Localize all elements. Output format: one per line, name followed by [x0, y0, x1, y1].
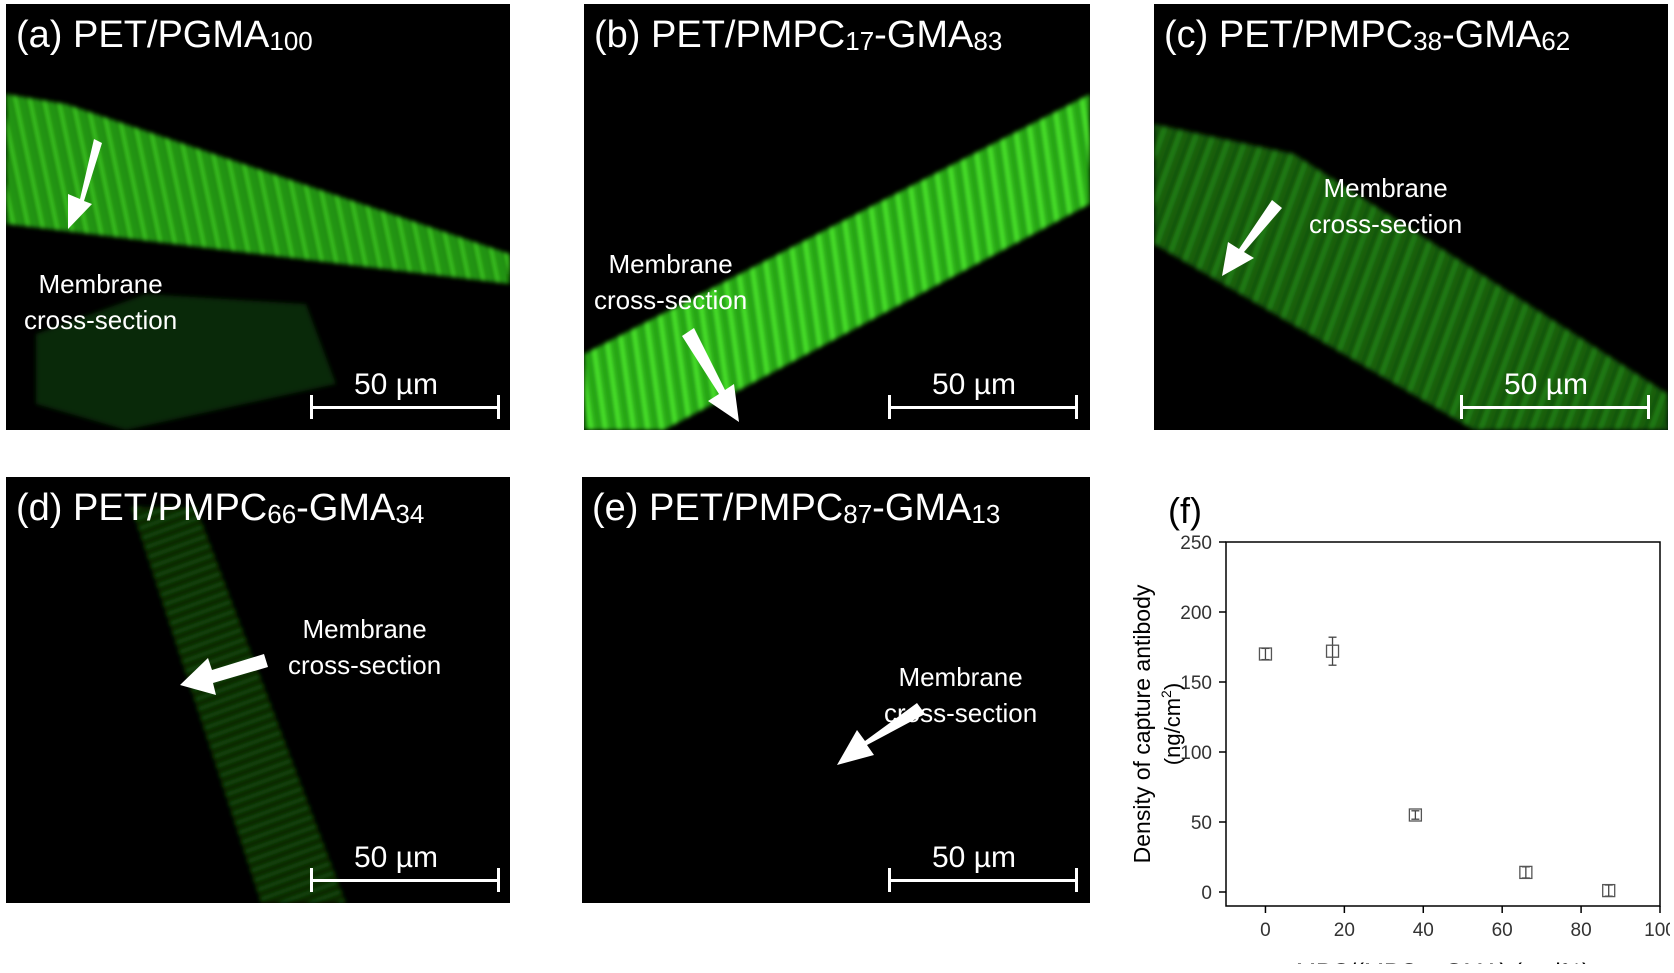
membrane-fluorescence-a	[6, 94, 510, 430]
scale-bar-tick	[1647, 395, 1650, 419]
membrane-fluorescence-b	[584, 94, 1090, 430]
y-axis-label: Density of capture antibody (ng/cm2)	[1130, 584, 1185, 863]
y-tick-label: 200	[1180, 603, 1212, 624]
scale-bar-label: 50 µm	[932, 368, 1016, 401]
scale-bar-tick	[497, 868, 500, 892]
scale-bar-label: 50 µm	[354, 841, 438, 874]
scale-bar	[888, 406, 1078, 409]
scale-bar-label: 50 µm	[1504, 368, 1588, 401]
panel-title: (c) PET/PMPC38-GMA62	[1164, 14, 1571, 56]
scale-bar	[310, 406, 500, 409]
y-axis-label-line1: Density of capture antibody	[1130, 584, 1155, 863]
micrograph-panel-a: (a) PET/PGMA100 Membrane cross-section 50…	[6, 4, 510, 430]
scale-bar	[888, 879, 1078, 882]
scale-bar-tick	[497, 395, 500, 419]
data-point	[1519, 865, 1533, 880]
data-point	[1258, 647, 1273, 661]
scale-bar	[1460, 406, 1650, 409]
y-tick-label: 100	[1180, 743, 1212, 764]
y-tick-label: 0	[1201, 883, 1212, 904]
y-tick-label: 250	[1180, 533, 1212, 554]
data-point	[1325, 644, 1340, 658]
data-point	[1602, 883, 1616, 898]
scatter-chart: 0 20 40 60 80 100 0 50 100 150 200 250 MPC/(MPC + GM…	[1130, 533, 1670, 964]
micrograph-panel-b: (b) PET/PMPC17-GMA83 Membrane cross-secti…	[584, 4, 1090, 430]
x-tick-label: 60	[1492, 920, 1513, 941]
x-tick-label: 100	[1644, 920, 1670, 941]
membrane-annotation: Membrane cross-section	[884, 662, 1038, 728]
panel-title: (b) PET/PMPC17-GMA83	[594, 14, 1003, 56]
scale-bar-tick	[310, 868, 313, 892]
arrow-icon	[1222, 200, 1282, 276]
membrane-annotation: Membrane cross-section	[594, 249, 748, 315]
scale-bar-tick	[1075, 868, 1078, 892]
x-tick-label: 80	[1571, 920, 1592, 941]
data-point	[1408, 808, 1423, 822]
scale-bar-tick	[310, 395, 313, 419]
scale-bar-label: 50 µm	[354, 368, 438, 401]
micrograph-panel-c: (c) PET/PMPC38-GMA62 Membrane cross-secti…	[1154, 4, 1668, 430]
scale-bar-tick	[888, 395, 891, 419]
x-tick-label: 0	[1260, 920, 1271, 941]
membrane-fluorescence-d	[131, 507, 346, 903]
arrow-icon	[682, 328, 739, 422]
membrane-fluorescence-e	[837, 703, 925, 765]
membrane-annotation: Membrane cross-section	[288, 614, 442, 680]
scale-bar-tick	[1460, 395, 1463, 419]
y-tick-label: 50	[1191, 813, 1212, 834]
scale-bar-label: 50 µm	[932, 841, 1016, 874]
micrograph-panel-e: (e) PET/PMPC87-GMA13 Membrane cross-secti…	[582, 477, 1090, 903]
chart-panel-label: (f)	[1168, 490, 1202, 531]
y-tick-label: 150	[1180, 673, 1212, 694]
micrograph-panel-d: (d) PET/PMPC66-GMA34 Membrane cross-secti…	[6, 477, 510, 903]
arrow-icon	[68, 139, 102, 229]
membrane-annotation: Membrane cross-section	[1309, 173, 1463, 239]
x-tick-label: 20	[1334, 920, 1355, 941]
scale-bar-tick	[888, 868, 891, 892]
x-tick-label: 40	[1413, 920, 1434, 941]
plot-frame	[1225, 541, 1661, 907]
arrow-icon	[837, 703, 925, 765]
panel-title: (a) PET/PGMA100	[16, 14, 313, 56]
membrane-annotation: Membrane cross-section	[24, 269, 178, 335]
membrane-fluorescence-c	[1154, 124, 1668, 430]
y-axis-label-line2: (ng/cm2)	[1158, 683, 1185, 765]
panel-title: (d) PET/PMPC66-GMA34	[16, 487, 425, 529]
scale-bar-tick	[1075, 395, 1078, 419]
arrow-icon	[180, 654, 268, 695]
x-axis-label: MPC/(MPC + GMA) (mol%)	[1296, 959, 1590, 964]
panel-title: (e) PET/PMPC87-GMA13	[592, 487, 1001, 529]
scale-bar	[310, 879, 500, 882]
